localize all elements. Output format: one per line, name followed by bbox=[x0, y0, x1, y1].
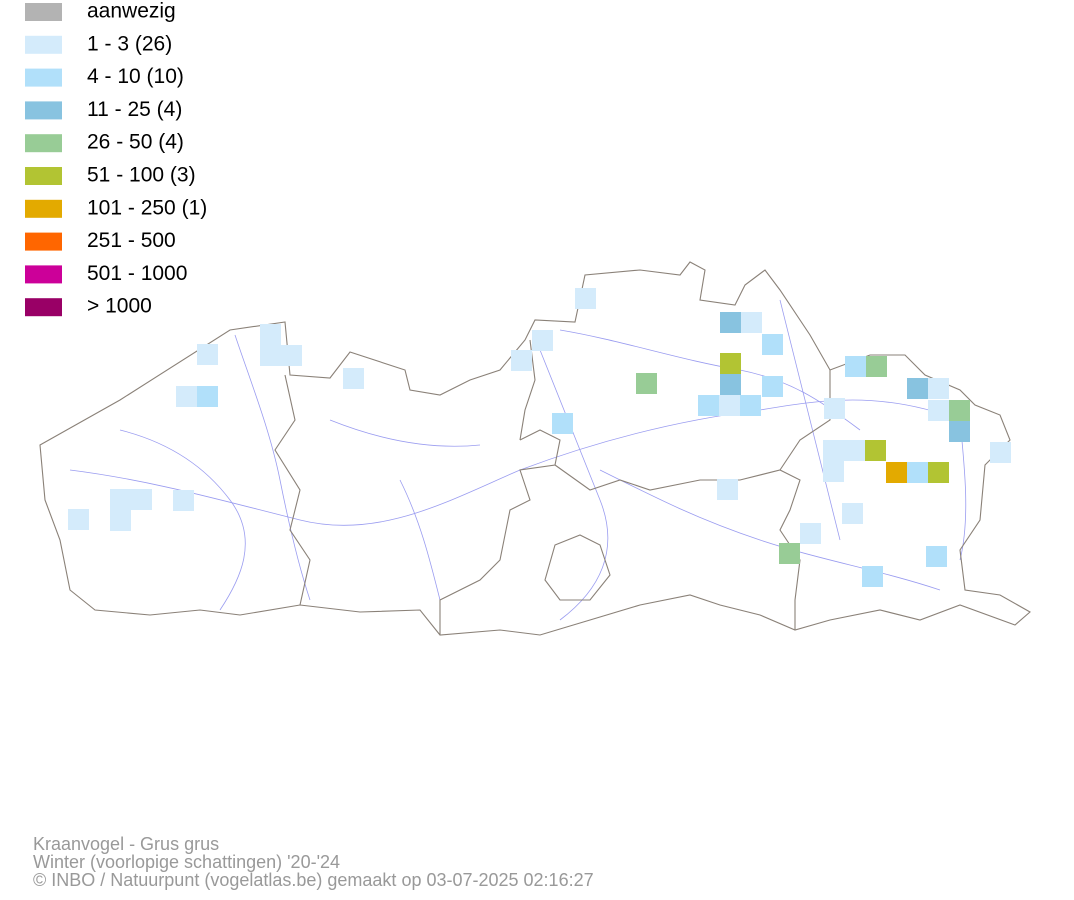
grid-cells bbox=[68, 288, 1011, 587]
grid-cell bbox=[176, 386, 197, 407]
legend-swatch bbox=[25, 265, 62, 284]
grid-cell bbox=[926, 546, 947, 567]
footer-line: Kraanvogel - Grus grus bbox=[33, 834, 219, 854]
legend-swatch bbox=[25, 134, 62, 153]
grid-cell bbox=[907, 378, 928, 399]
grid-cell bbox=[110, 510, 131, 531]
grid-cell bbox=[949, 400, 970, 421]
legend-swatch bbox=[25, 101, 62, 120]
grid-cell bbox=[862, 566, 883, 587]
grid-cell bbox=[907, 462, 928, 483]
grid-cell bbox=[719, 395, 740, 416]
grid-cell bbox=[928, 400, 949, 421]
grid-cell bbox=[110, 489, 131, 510]
footer-line: © INBO / Natuurpunt (vogelatlas.be) gema… bbox=[33, 870, 594, 890]
grid-cell bbox=[575, 288, 596, 309]
grid-cell bbox=[260, 324, 281, 345]
grid-cell bbox=[260, 345, 281, 366]
grid-cell bbox=[636, 373, 657, 394]
grid-cell bbox=[552, 413, 573, 434]
legend-swatch bbox=[25, 35, 62, 54]
legend-swatch bbox=[25, 68, 62, 87]
grid-cell bbox=[824, 398, 845, 419]
grid-cell bbox=[865, 440, 886, 461]
grid-cell bbox=[779, 543, 800, 564]
grid-cell bbox=[990, 442, 1011, 463]
grid-cell bbox=[762, 334, 783, 355]
grid-cell bbox=[68, 509, 89, 530]
grid-cell bbox=[173, 490, 194, 511]
grid-cell bbox=[532, 330, 553, 351]
grid-cell bbox=[281, 345, 302, 366]
legend-label: aanwezig bbox=[87, 0, 176, 23]
grid-cell bbox=[928, 378, 949, 399]
legend-label: 1 - 3 (26) bbox=[87, 32, 172, 55]
grid-cell bbox=[740, 395, 761, 416]
legend-label: 501 - 1000 bbox=[87, 262, 187, 285]
grid-cell bbox=[800, 523, 821, 544]
grid-cell bbox=[511, 350, 532, 371]
grid-cell bbox=[866, 356, 887, 377]
legend: aanwezig 1 - 3 (26) 4 - 10 (10) 11 - 25 (4)… bbox=[25, 0, 207, 318]
legend-swatch bbox=[25, 167, 62, 185]
footer-line: Winter (voorlopige schattingen) '20-'24 bbox=[33, 852, 340, 872]
grid-cell bbox=[717, 479, 738, 500]
grid-cell bbox=[844, 440, 865, 461]
legend-label: 26 - 50 (4) bbox=[87, 131, 184, 154]
grid-cell bbox=[131, 489, 152, 510]
grid-cell bbox=[762, 376, 783, 397]
legend-swatch bbox=[25, 232, 62, 251]
legend-label: 101 - 250 (1) bbox=[87, 196, 207, 219]
grid-cell bbox=[343, 368, 364, 389]
legend-label: 4 - 10 (10) bbox=[87, 65, 184, 88]
grid-cell bbox=[928, 462, 949, 483]
grid-cell bbox=[698, 395, 719, 416]
legend-label: 51 - 100 (3) bbox=[87, 164, 196, 187]
grid-cell bbox=[823, 461, 844, 482]
legend-swatch bbox=[25, 199, 62, 218]
grid-cell bbox=[197, 344, 218, 365]
legend-swatch bbox=[25, 298, 62, 317]
grid-cell bbox=[720, 353, 741, 374]
grid-cell bbox=[845, 356, 866, 377]
grid-cell bbox=[741, 312, 762, 333]
grid-cell bbox=[720, 374, 741, 395]
grid-cell bbox=[886, 462, 907, 483]
grid-cell bbox=[842, 503, 863, 524]
grid-cell bbox=[949, 421, 970, 442]
legend-label: > 1000 bbox=[87, 295, 152, 318]
legend-label: 251 - 500 bbox=[87, 229, 176, 252]
grid-cell bbox=[823, 440, 844, 461]
legend-swatch bbox=[25, 3, 62, 21]
grid-cell bbox=[197, 386, 218, 407]
grid-cell bbox=[720, 312, 741, 333]
legend-label: 11 - 25 (4) bbox=[87, 98, 182, 121]
